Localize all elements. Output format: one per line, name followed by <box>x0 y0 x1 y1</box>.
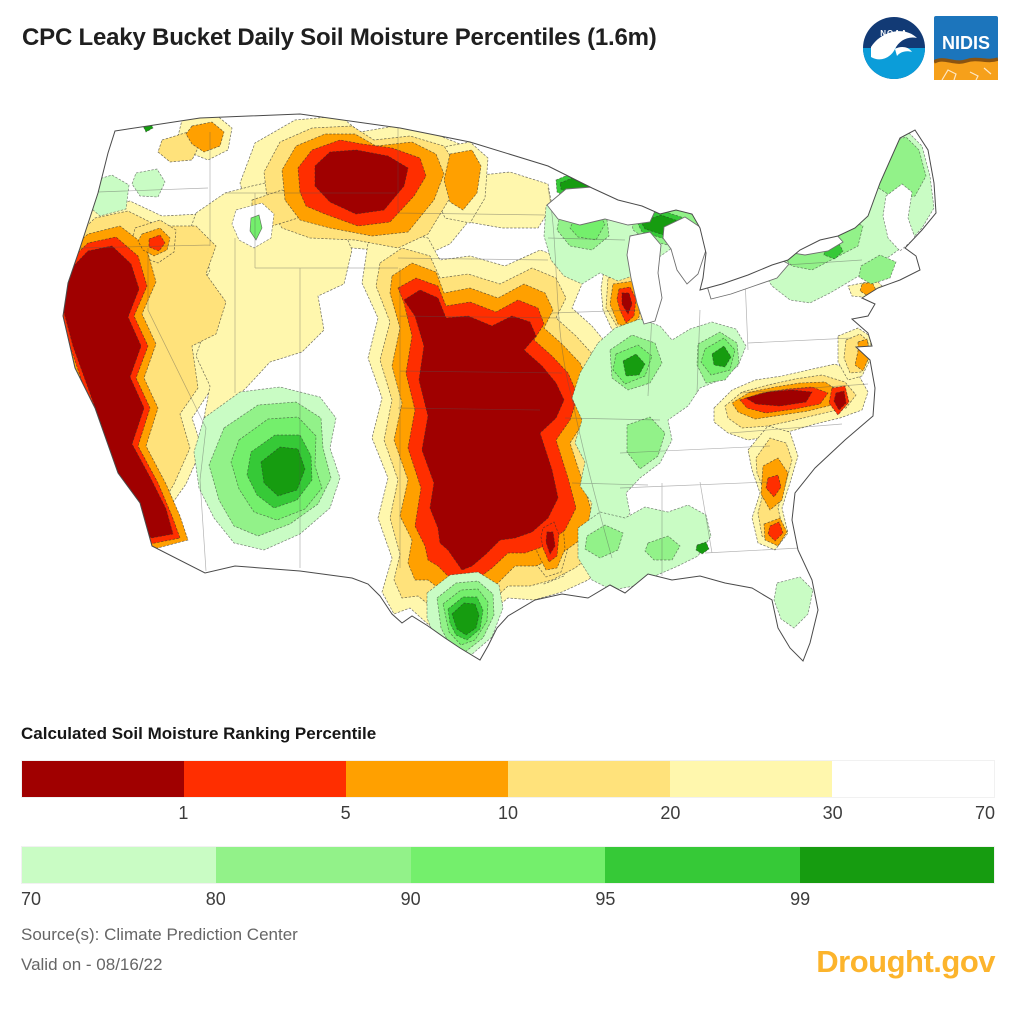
us-border-outline <box>62 113 937 662</box>
colorbar-segment <box>22 847 217 883</box>
colorbar-segment <box>346 761 508 797</box>
great-lakes <box>546 186 844 325</box>
colorbar-tick-label: 90 <box>400 889 421 909</box>
contour-white-holes <box>231 183 916 252</box>
agency-logos: NOAA NIDIS <box>862 16 998 80</box>
colorbar-tick-label: 10 <box>497 803 519 823</box>
attribution: Source(s): Climate Prediction Center Val… <box>21 920 298 980</box>
colorbar-segment <box>605 847 800 883</box>
source-text: Source(s): Climate Prediction Center <box>21 925 298 944</box>
colorbar-segment <box>216 847 411 883</box>
colorbar-tick-label: 70 <box>974 803 995 823</box>
colorbar-segment <box>799 847 995 883</box>
colorbar-segment <box>670 761 832 797</box>
dry-colorbar-labels: 1 5 10 20 30 70 <box>21 798 995 828</box>
colorbar-segment <box>410 847 606 883</box>
colorbar-segment <box>184 761 346 797</box>
colorbar-tick-label: 30 <box>822 803 843 823</box>
nidis-logo-text: NIDIS <box>942 33 990 53</box>
valid-date: Valid on - 08/16/22 <box>21 954 163 974</box>
drought-gov-wordmark[interactable]: Drought.gov <box>816 943 995 979</box>
colorbar-tick-label: 20 <box>660 803 681 823</box>
colorbar-tick-label: 95 <box>595 889 616 909</box>
colorbar-tick-label: 70 <box>21 889 42 909</box>
contours-percentile-below-1 <box>63 149 847 571</box>
colorbar-tick-label: 5 <box>340 803 351 823</box>
colorbar-segment <box>508 761 670 797</box>
wet-colorbar <box>21 846 995 884</box>
colorbar-tick-label: 1 <box>178 803 189 823</box>
wet-colorbar-labels: 70 80 90 95 99 <box>21 884 995 914</box>
legend-title: Calculated Soil Moisture Ranking Percent… <box>21 724 377 743</box>
header: CPC Leaky Bucket Daily Soil Moisture Per… <box>0 0 1016 88</box>
noaa-logo-text: NOAA <box>880 29 908 38</box>
lake-superior <box>546 186 657 226</box>
dry-colorbar <box>21 760 995 798</box>
lake-michigan <box>626 231 663 325</box>
idaho-green-speck <box>249 214 263 241</box>
soil-moisture-map <box>0 88 1016 700</box>
footer: Source(s): Climate Prediction Center Val… <box>0 914 1016 980</box>
colorbar-tick-label: 80 <box>205 889 226 909</box>
colorbar-tick-label: 99 <box>790 889 811 909</box>
us-contour-map <box>62 113 937 662</box>
page-title: CPC Leaky Bucket Daily Soil Moisture Per… <box>22 24 657 51</box>
legend: Calculated Soil Moisture Ranking Percent… <box>0 724 1016 914</box>
colorbar-segment <box>22 761 184 797</box>
lake-huron <box>662 216 707 285</box>
colorbar-segment <box>832 761 994 797</box>
nidis-logo-icon: NIDIS <box>934 16 998 80</box>
noaa-logo-icon: NOAA <box>863 17 925 79</box>
state-borders <box>79 126 869 576</box>
